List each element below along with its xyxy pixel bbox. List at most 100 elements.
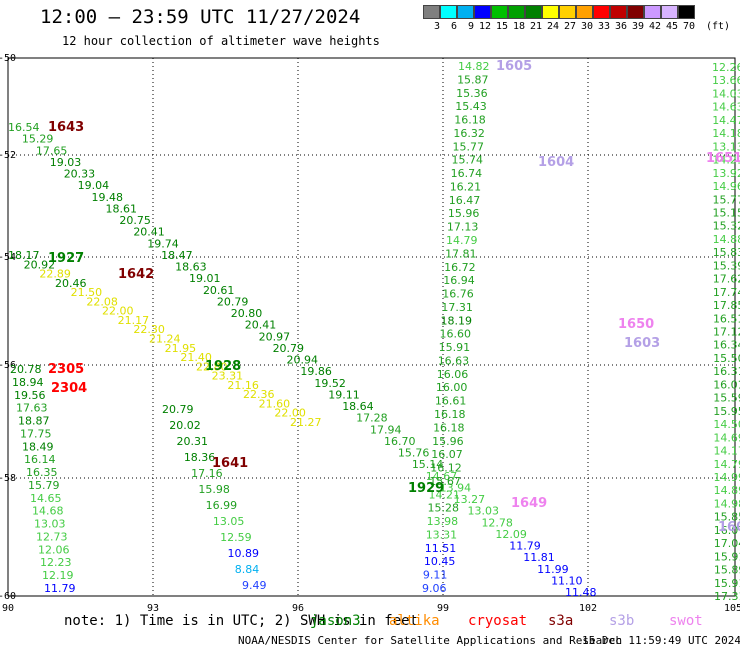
wave-height-value: 17.16 — [191, 467, 223, 480]
wave-height-value: 12.26 — [712, 61, 740, 74]
satellite-legend-item: cryosat — [468, 613, 528, 629]
wave-height-value: 16.54 — [8, 121, 40, 134]
wave-height-value: 11.81 — [523, 551, 555, 564]
wave-height-value: 20.33 — [64, 168, 95, 181]
wave-height-value: 21.17 — [118, 314, 149, 327]
wave-height-value: 16.76 — [442, 288, 474, 301]
track-label: 1643 — [48, 120, 84, 135]
wave-height-value: 17.94 — [370, 423, 402, 436]
wave-height-value: 13.66 — [712, 74, 740, 87]
color-swatch-label: 18 — [512, 21, 525, 32]
longitude-label: 102 — [579, 603, 597, 612]
map-title: 12:00 — 23:59 UTC 11/27/2024 — [40, 6, 361, 28]
wave-height-value: 20.97 — [259, 330, 291, 343]
wave-height-value: 12.19 — [42, 569, 74, 582]
wave-height-value: 15.91 — [714, 577, 740, 590]
wave-height-value: 18.94 — [12, 376, 44, 389]
wave-height-value: 14.03 — [712, 87, 740, 100]
wave-height-value: 20.78 — [10, 363, 42, 376]
track-label: 1650 — [618, 317, 654, 332]
track-label: 1604 — [538, 155, 574, 170]
wave-height-value: 22.30 — [133, 323, 165, 336]
wave-height-value: 15.91 — [439, 341, 471, 354]
wave-height-value: 14.65 — [30, 492, 62, 505]
color-swatch — [423, 5, 440, 19]
wave-height-value: 11.48 — [565, 586, 597, 599]
wave-height-value: 22.89 — [39, 268, 70, 281]
wave-height-value: 18.17 — [8, 249, 40, 262]
wave-height-value: 16.07 — [431, 448, 463, 461]
wave-height-value: 16.01 — [713, 378, 740, 391]
wave-height-value: 23.31 — [212, 370, 244, 383]
latitude-label: -50 — [0, 53, 16, 64]
wave-height-value: 18.49 — [22, 440, 54, 453]
wave-height-value: 21.60 — [259, 397, 291, 410]
wave-height-value: 17.65 — [36, 144, 68, 157]
wave-height-value: 16.34 — [713, 339, 740, 352]
color-swatch — [542, 5, 559, 19]
track-label: 1641 — [212, 456, 248, 471]
wave-height-value: 16.99 — [206, 499, 238, 512]
wave-height-value: 15.15 — [713, 206, 740, 219]
color-swatch — [627, 5, 644, 19]
wave-height-value: 16.12 — [430, 462, 462, 475]
latitude-label: -52 — [0, 150, 16, 161]
wave-height-value: 13.03 — [34, 518, 66, 531]
color-swatch-label: 15 — [495, 21, 508, 32]
track-label: 160 — [718, 520, 740, 535]
wave-height-value: 16.94 — [443, 274, 475, 287]
color-swatch-label: 42 — [648, 21, 661, 32]
wave-height-value: 19.56 — [14, 389, 46, 402]
wave-height-value: 17.75 — [20, 427, 52, 440]
wave-height-value: 16.47 — [449, 194, 481, 207]
wave-height-value: 9.49 — [242, 579, 267, 592]
wave-height-value: 18.87 — [18, 415, 50, 428]
wave-height-value: 11.51 — [425, 542, 457, 555]
wave-height-value: 15.39 — [713, 259, 740, 272]
wave-height-value: 14.79 — [714, 458, 740, 471]
wave-height-value: 15.96 — [448, 207, 480, 220]
wave-height-value: 22.00 — [102, 305, 134, 318]
map-frame — [7, 57, 736, 597]
wave-height-value: 14.50 — [713, 418, 740, 431]
color-swatch — [474, 5, 491, 19]
wave-height-value: 17.63 — [16, 402, 48, 415]
wave-height-value: 15.83 — [713, 246, 740, 259]
track-label: 2305 — [48, 362, 84, 377]
wave-height-value: 15.59 — [713, 392, 740, 405]
wave-height-value: 15.91 — [714, 550, 740, 563]
wave-height-value: 20.02 — [169, 419, 201, 432]
wave-height-value: 16.72 — [444, 261, 476, 274]
wave-height-value: 14.99 — [714, 471, 740, 484]
wave-height-value: 15.96 — [432, 435, 464, 448]
wave-height-map: 90939699102105-50-52-54-56-58-6016.5415.… — [0, 53, 740, 612]
wave-height-value: 8.84 — [235, 563, 260, 576]
color-swatch — [508, 5, 525, 19]
track-label: 1605 — [496, 59, 532, 74]
wave-height-value: 9.11 — [423, 569, 448, 582]
color-swatch-label: 30 — [580, 21, 593, 32]
wave-height-value: 16.07 — [714, 524, 740, 537]
wave-height-value: 13.31 — [426, 528, 458, 541]
wave-height-value: 17.81 — [445, 247, 477, 260]
wave-height-value: 11.79 — [44, 582, 76, 595]
wave-height-value: 11.99 — [537, 563, 569, 576]
wave-height-value: 20.79 — [273, 342, 305, 355]
wave-height-value: 12.78 — [481, 516, 513, 529]
satellite-legend-item: s3b — [609, 613, 635, 629]
wave-height-value: 17.74 — [713, 286, 740, 299]
color-swatch-label: 70 — [682, 21, 695, 32]
color-swatch-label: 24 — [546, 21, 559, 32]
credit-line: NOAA/NESDIS Center for Satellite Applica… — [238, 634, 623, 647]
color-swatch — [457, 5, 474, 19]
wave-height-value: 16.18 — [434, 408, 466, 421]
wave-height-value: 14.21 — [428, 488, 460, 501]
satellite-legend-item: s3a — [548, 613, 574, 629]
color-swatch — [559, 5, 576, 19]
longitude-label: 90 — [2, 603, 14, 612]
wave-height-value: 13.92 — [712, 167, 740, 180]
latitude-label: -54 — [0, 252, 16, 263]
wave-height-value: 17.28 — [356, 412, 388, 425]
wave-height-value: 12.59 — [220, 531, 252, 544]
longitude-label: 105 — [724, 603, 740, 612]
